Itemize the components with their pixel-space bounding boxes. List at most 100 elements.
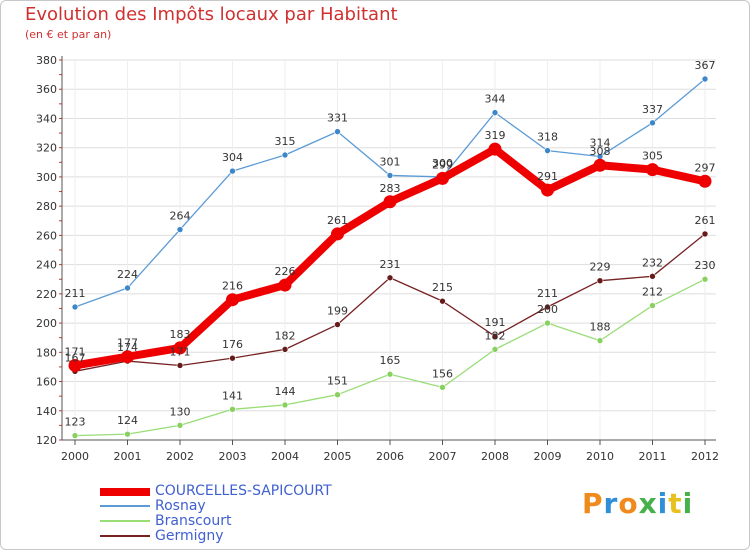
data-label-rosnay: 304 — [222, 151, 243, 164]
data-label-courcelles-sapicourt: 297 — [695, 161, 716, 174]
y-tick-label: 340 — [36, 112, 57, 125]
data-point-germigny — [649, 273, 656, 280]
data-label-germigny: 176 — [222, 338, 243, 351]
data-point-branscourt — [176, 422, 184, 429]
data-label-rosnay: 367 — [695, 59, 716, 72]
data-label-branscourt: 188 — [590, 321, 611, 334]
data-point-germigny — [439, 297, 446, 305]
data-point-branscourt — [334, 391, 341, 398]
logo-letter: P — [582, 487, 604, 520]
data-point-courcelles-sapicourt — [541, 183, 554, 197]
y-tick-label: 240 — [36, 259, 57, 272]
logo-letter: o — [618, 487, 639, 520]
data-label-rosnay: 315 — [275, 135, 296, 148]
data-point-branscourt — [701, 275, 709, 283]
data-label-rosnay: 314 — [590, 136, 611, 149]
data-point-rosnay — [386, 172, 394, 179]
data-point-courcelles-sapicourt — [383, 195, 397, 209]
y-tick-label: 300 — [36, 171, 57, 184]
data-label-germigny: 261 — [695, 214, 716, 227]
data-point-courcelles-sapicourt — [331, 227, 344, 241]
data-label-germigny: 231 — [380, 258, 401, 271]
data-point-rosnay — [229, 167, 236, 175]
data-point-germigny — [229, 354, 236, 362]
data-label-courcelles-sapicourt: 291 — [537, 170, 558, 183]
data-label-branscourt: 124 — [117, 414, 138, 427]
x-tick-label: 2009 — [534, 450, 562, 463]
logo-letter: x — [638, 487, 658, 520]
data-label-branscourt: 230 — [695, 259, 716, 272]
y-tick-label: 200 — [36, 317, 57, 330]
y-tick-label: 360 — [36, 83, 57, 96]
data-label-germigny: 229 — [590, 261, 611, 274]
data-label-germigny: 171 — [170, 345, 191, 358]
data-point-branscourt — [491, 346, 499, 353]
x-tick-label: 2011 — [639, 450, 667, 463]
y-tick-label: 140 — [36, 405, 57, 418]
data-point-courcelles-sapicourt — [68, 358, 82, 372]
data-point-germigny — [386, 274, 394, 282]
data-label-courcelles-sapicourt: 319 — [485, 129, 506, 142]
data-label-courcelles-sapicourt: 183 — [170, 328, 191, 341]
data-point-rosnay — [701, 75, 709, 83]
data-label-rosnay: 301 — [380, 155, 401, 168]
data-label-courcelles-sapicourt: 261 — [327, 214, 348, 227]
data-point-germigny — [281, 346, 289, 353]
data-label-germigny: 199 — [327, 305, 348, 318]
data-label-germigny: 174 — [117, 341, 138, 354]
logo-letter: i — [657, 487, 669, 520]
x-tick-label: 2003 — [219, 450, 247, 463]
data-label-rosnay: 337 — [642, 103, 663, 116]
data-point-branscourt — [281, 401, 289, 409]
data-point-courcelles-sapicourt — [278, 278, 292, 292]
data-point-courcelles-sapicourt — [436, 171, 449, 185]
legend-label-branscourt: Branscourt — [155, 513, 232, 529]
data-label-branscourt: 130 — [170, 405, 191, 418]
y-tick-label: 180 — [36, 346, 57, 359]
data-label-branscourt: 165 — [380, 354, 401, 367]
data-label-germigny: 191 — [485, 316, 506, 329]
data-point-germigny — [596, 277, 604, 284]
data-point-branscourt — [71, 432, 79, 439]
logo-letter: t — [668, 487, 683, 520]
data-point-rosnay — [71, 303, 79, 311]
data-point-branscourt — [649, 302, 656, 309]
legend-label-rosnay: Rosnay — [155, 498, 206, 514]
data-point-branscourt — [124, 430, 131, 438]
data-label-courcelles-sapicourt: 171 — [65, 345, 86, 358]
legend-swatch-courcelles — [100, 488, 150, 496]
data-label-rosnay: 211 — [65, 287, 86, 300]
data-point-courcelles-sapicourt — [593, 158, 607, 172]
data-label-rosnay: 318 — [537, 131, 558, 144]
x-tick-label: 2004 — [271, 450, 299, 463]
data-label-branscourt: 200 — [537, 303, 558, 316]
data-point-germigny — [701, 230, 709, 238]
data-point-courcelles-sapicourt — [488, 142, 502, 156]
data-label-germigny: 182 — [275, 329, 296, 342]
logo-letter: i — [682, 487, 694, 520]
data-point-courcelles-sapicourt — [698, 174, 712, 188]
data-label-branscourt: 144 — [275, 385, 296, 398]
data-label-rosnay: 264 — [170, 210, 191, 223]
y-tick-label: 260 — [36, 229, 57, 242]
data-label-branscourt: 151 — [327, 375, 348, 388]
data-label-germigny: 167 — [65, 351, 86, 364]
data-label-branscourt: 123 — [65, 416, 86, 429]
data-label-courcelles-sapicourt: 308 — [590, 145, 611, 158]
data-label-branscourt: 141 — [222, 389, 243, 402]
data-point-rosnay — [176, 226, 184, 233]
data-label-courcelles-sapicourt: 283 — [380, 182, 401, 195]
data-point-branscourt — [386, 370, 394, 378]
data-label-courcelles-sapicourt: 299 — [432, 158, 453, 171]
data-label-germigny: 215 — [432, 281, 453, 294]
y-tick-label: 380 — [36, 54, 57, 67]
data-point-rosnay — [334, 128, 341, 135]
data-label-courcelles-sapicourt: 216 — [222, 280, 243, 293]
data-point-germigny — [176, 362, 184, 369]
chart-subtitle: (en € et par an) — [25, 28, 112, 41]
chart-title: Evolution des Impôts locaux par Habitant — [25, 4, 398, 25]
y-tick-label: 120 — [36, 434, 57, 447]
data-point-germigny — [544, 303, 551, 311]
data-label-rosnay: 344 — [485, 93, 506, 106]
